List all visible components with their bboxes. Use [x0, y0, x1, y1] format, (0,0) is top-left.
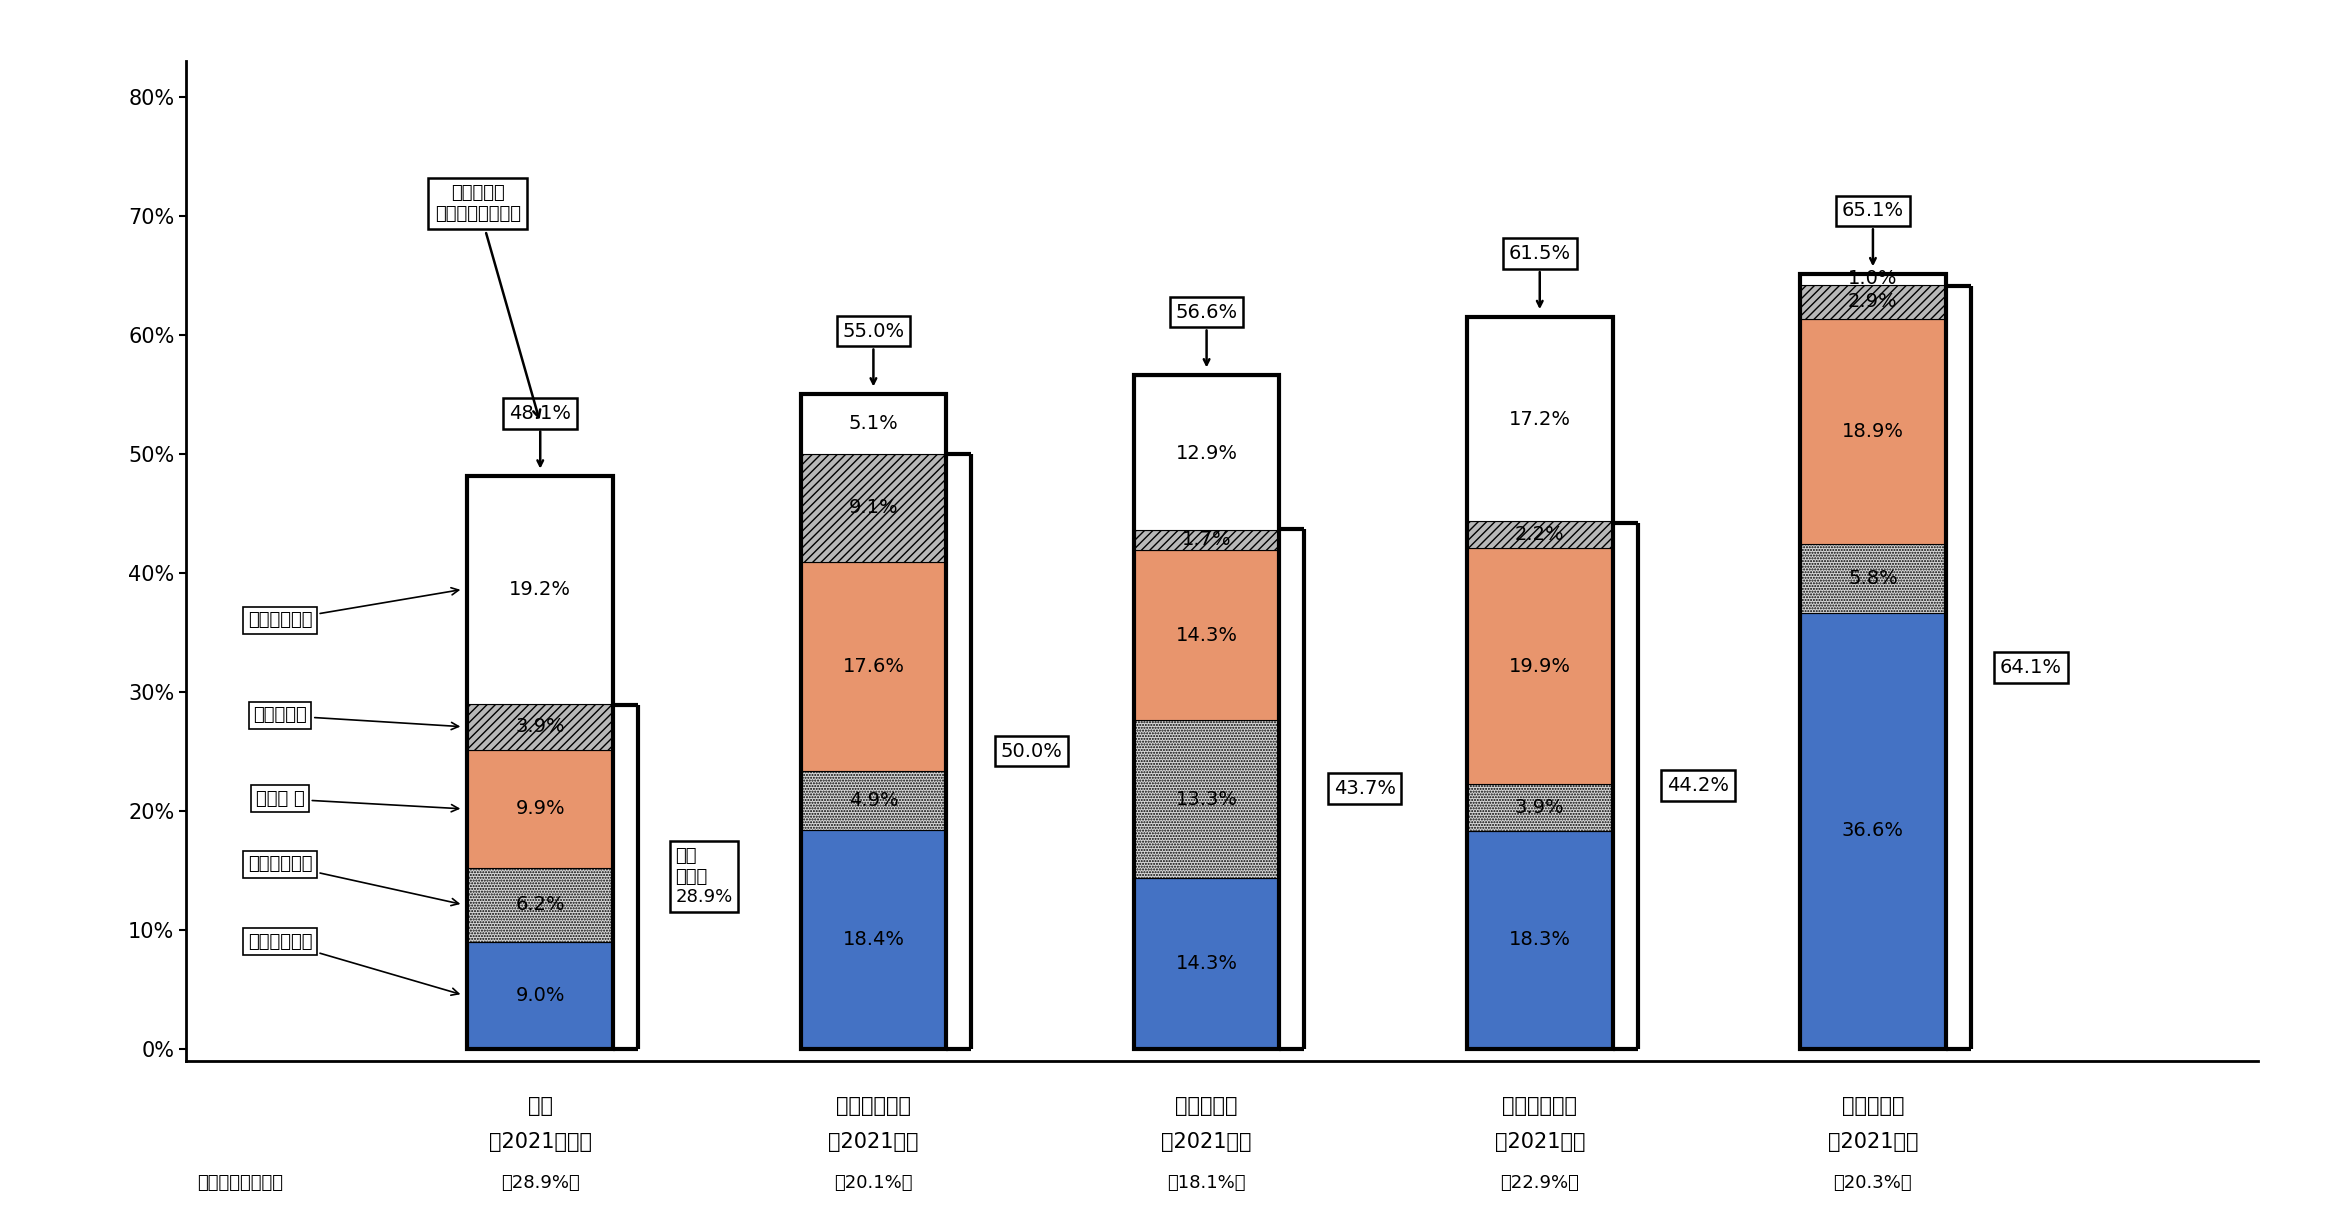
- Bar: [468, 703, 612, 750]
- Text: 9.9%: 9.9%: [514, 800, 566, 818]
- Bar: [801, 453, 945, 562]
- Text: （2021年）: （2021年）: [829, 1132, 920, 1152]
- Bar: [1134, 879, 1280, 1048]
- Text: 19.9%: 19.9%: [1509, 657, 1571, 675]
- Bar: [1800, 319, 1946, 544]
- Text: （2021年）: （2021年）: [1495, 1132, 1585, 1152]
- Bar: [1134, 530, 1280, 550]
- Text: 資産課税等: 資産課税等: [254, 707, 459, 730]
- Text: 〔老年人口比率〕: 〔老年人口比率〕: [196, 1174, 282, 1192]
- Text: スウェーデン: スウェーデン: [836, 1096, 910, 1117]
- Text: フィンランド: フィンランド: [1502, 1096, 1578, 1117]
- Bar: [468, 475, 612, 703]
- Bar: [1800, 274, 1946, 1048]
- Bar: [1800, 285, 1946, 319]
- Text: 36.6%: 36.6%: [1841, 822, 1904, 840]
- Text: 2.9%: 2.9%: [1848, 293, 1897, 311]
- Text: 〔22.9%〕: 〔22.9%〕: [1499, 1174, 1578, 1192]
- Text: 61.5%: 61.5%: [1509, 244, 1571, 263]
- Text: 〔20.3%〕: 〔20.3%〕: [1834, 1174, 1911, 1192]
- Text: 5.8%: 5.8%: [1848, 569, 1897, 588]
- Bar: [801, 393, 945, 453]
- Text: 4.9%: 4.9%: [850, 791, 899, 809]
- Bar: [1467, 547, 1613, 785]
- Text: 個人所得課税: 個人所得課税: [247, 933, 459, 995]
- Bar: [1467, 317, 1613, 1048]
- Text: 5.1%: 5.1%: [847, 413, 899, 433]
- Text: 〔20.1%〕: 〔20.1%〕: [833, 1174, 913, 1192]
- Bar: [1800, 273, 1946, 285]
- Text: 65.1%: 65.1%: [1841, 201, 1904, 221]
- Text: 50.0%: 50.0%: [1001, 741, 1062, 761]
- Bar: [801, 830, 945, 1048]
- Text: 〔28.9%〕: 〔28.9%〕: [501, 1174, 580, 1192]
- Text: 国民負担率
（対国民所得比）: 国民負担率 （対国民所得比）: [435, 184, 540, 417]
- Text: 17.2%: 17.2%: [1509, 410, 1571, 429]
- Text: 13.3%: 13.3%: [1176, 790, 1238, 809]
- Bar: [801, 772, 945, 830]
- Text: 14.3%: 14.3%: [1176, 625, 1238, 645]
- Text: 2.2%: 2.2%: [1516, 525, 1564, 544]
- Text: 1.0%: 1.0%: [1848, 269, 1897, 288]
- Bar: [1467, 785, 1613, 831]
- Text: （2021年）: （2021年）: [1827, 1132, 1918, 1152]
- Text: 43.7%: 43.7%: [1334, 779, 1394, 798]
- Text: ノルウェー: ノルウェー: [1176, 1096, 1238, 1117]
- Text: 56.6%: 56.6%: [1176, 302, 1238, 322]
- Text: 55.0%: 55.0%: [843, 322, 906, 340]
- Text: 消費課 税: 消費課 税: [256, 790, 459, 812]
- Bar: [468, 477, 612, 1048]
- Text: 18.9%: 18.9%: [1841, 422, 1904, 441]
- Bar: [468, 868, 612, 941]
- Text: 18.4%: 18.4%: [843, 930, 903, 948]
- Bar: [468, 941, 612, 1048]
- Text: 法人所得課税: 法人所得課税: [247, 856, 459, 906]
- Bar: [1134, 720, 1280, 879]
- Text: 6.2%: 6.2%: [514, 895, 566, 914]
- Bar: [1800, 544, 1946, 613]
- Text: （2021年）: （2021年）: [1162, 1132, 1252, 1152]
- Text: 64.1%: 64.1%: [2000, 658, 2063, 677]
- Text: 12.9%: 12.9%: [1176, 444, 1238, 462]
- Text: 9.1%: 9.1%: [850, 499, 899, 517]
- Text: 社会保障負担: 社会保障負担: [247, 588, 459, 629]
- Bar: [1467, 317, 1613, 522]
- Text: 14.3%: 14.3%: [1176, 954, 1238, 973]
- Bar: [1134, 375, 1280, 1048]
- Text: （2021年度）: （2021年度）: [489, 1132, 591, 1152]
- Text: 3.9%: 3.9%: [1516, 798, 1564, 817]
- Text: デンマーク: デンマーク: [1841, 1096, 1904, 1117]
- Bar: [801, 562, 945, 772]
- Text: 3.9%: 3.9%: [514, 717, 566, 736]
- Text: 日本: 日本: [528, 1096, 552, 1117]
- Text: 48.1%: 48.1%: [510, 403, 570, 423]
- Text: 17.6%: 17.6%: [843, 657, 903, 677]
- Bar: [1800, 613, 1946, 1048]
- Text: 19.2%: 19.2%: [510, 580, 570, 599]
- Bar: [801, 394, 945, 1048]
- Bar: [1134, 377, 1280, 530]
- Bar: [468, 750, 612, 868]
- Text: 9.0%: 9.0%: [514, 986, 566, 1004]
- Text: 44.2%: 44.2%: [1667, 777, 1730, 795]
- Bar: [1467, 831, 1613, 1048]
- Bar: [1134, 550, 1280, 720]
- Text: 租税
負担率
28.9%: 租税 負担率 28.9%: [675, 847, 733, 907]
- Bar: [1467, 522, 1613, 547]
- Text: 1.7%: 1.7%: [1183, 530, 1232, 550]
- Text: 18.3%: 18.3%: [1509, 930, 1571, 950]
- Text: 〔18.1%〕: 〔18.1%〕: [1166, 1174, 1245, 1192]
